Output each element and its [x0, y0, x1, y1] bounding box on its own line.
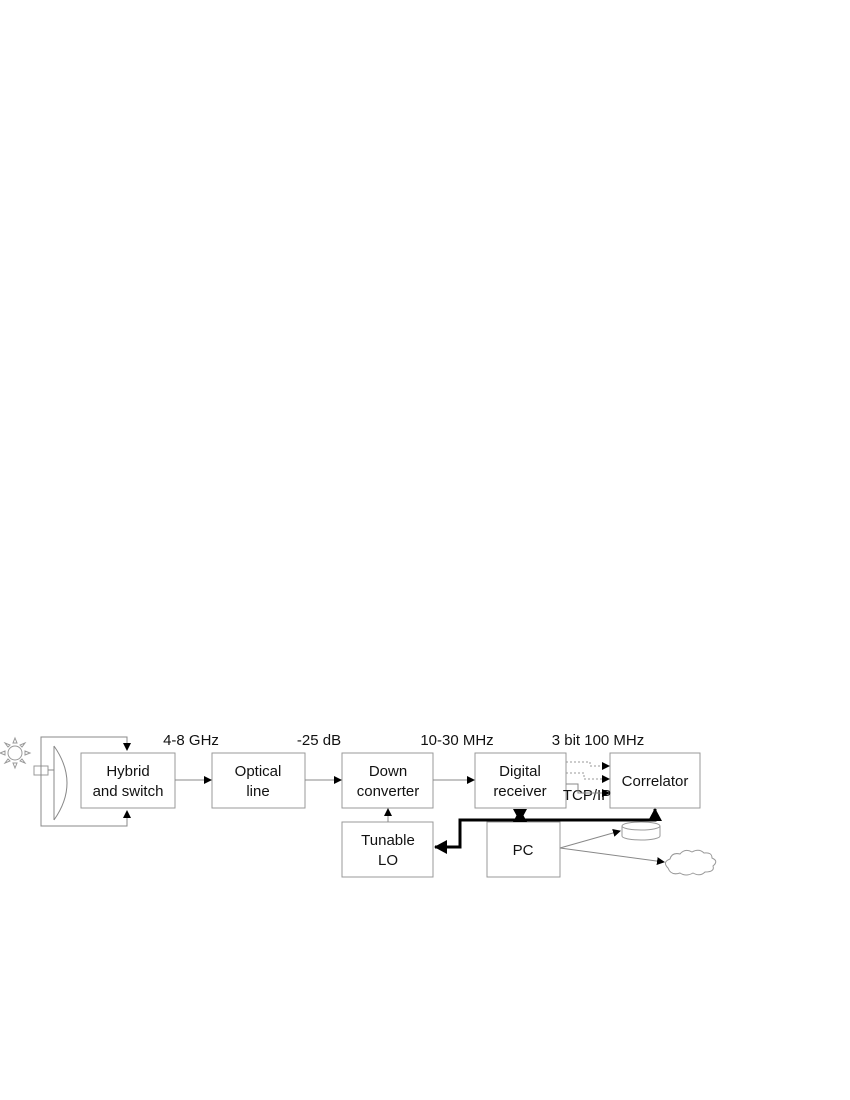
hybrid-label-line2: and switch	[93, 783, 164, 800]
hybrid-label-line1: Hybrid	[106, 763, 149, 780]
optical-line-block: Optical line	[211, 752, 306, 809]
correlator-block: Correlator	[609, 752, 701, 809]
correlator-label: Correlator	[622, 773, 689, 790]
tcpip-bus-correlator-to-lo	[434, 808, 662, 854]
digital-receiver-block: Digital receiver	[474, 752, 567, 809]
digital-label-line2: receiver	[493, 783, 546, 800]
digital-label-line1: Digital	[499, 763, 541, 780]
arrow-digital-to-correlator-2	[566, 772, 610, 783]
down-converter-block: Down converter	[341, 752, 434, 809]
arrow-pc-to-storage	[559, 829, 621, 849]
tunable-lo-block: Tunable LO	[341, 821, 434, 878]
sun-icon	[0, 736, 32, 770]
digital-format-label: 3 bit 100 MHz	[552, 732, 645, 749]
dish-antenna-icon	[33, 745, 68, 821]
loss-label: -25 dB	[297, 732, 341, 749]
down-label-line1: Down	[369, 763, 407, 780]
connector-dish-to-hybrid-top	[40, 736, 131, 780]
lo-label-line1: Tunable	[361, 832, 415, 849]
optical-label-line1: Optical	[235, 763, 282, 780]
hybrid-block: Hybrid and switch	[80, 752, 176, 809]
arrow-digital-to-correlator-1	[566, 761, 610, 770]
disk-storage-icon	[621, 821, 661, 841]
lo-label-line2: LO	[378, 852, 398, 869]
down-label-line2: converter	[357, 783, 420, 800]
if-band-label: 10-30 MHz	[420, 732, 493, 749]
rf-band-label: 4-8 GHz	[163, 732, 219, 749]
pc-label: PC	[513, 842, 534, 859]
connector-dish-to-hybrid-bottom	[40, 780, 131, 827]
pc-block: PC	[486, 821, 561, 878]
cloud-icon	[664, 849, 717, 876]
arrow-pc-to-cloud	[559, 847, 665, 866]
network-label: TCP/IP	[563, 787, 611, 804]
optical-label-line2: line	[246, 783, 269, 800]
arrow-digital-to-correlator-3	[566, 783, 610, 797]
